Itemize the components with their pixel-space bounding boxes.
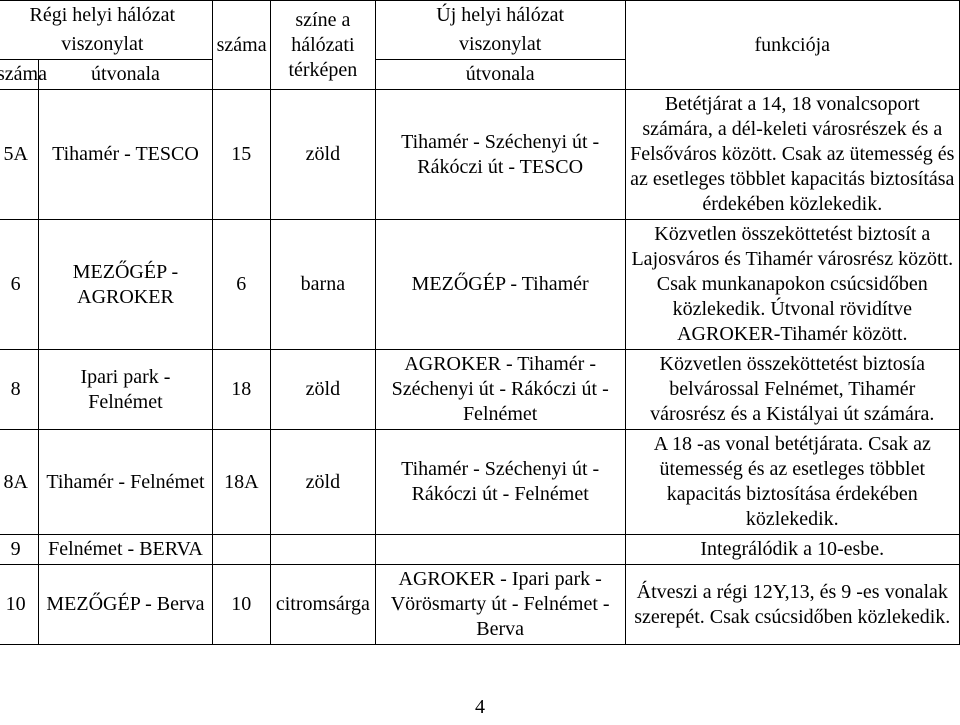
routes-table: Régi helyi hálózat száma színe a hálózat… bbox=[0, 0, 960, 645]
cell-szine: barna bbox=[271, 220, 376, 350]
page: Régi helyi hálózat száma színe a hálózat… bbox=[0, 0, 960, 725]
table-row: 6 MEZŐGÉP - AGROKER 6 barna MEZŐGÉP - Ti… bbox=[0, 220, 960, 350]
cell-szama1: 9 bbox=[0, 535, 39, 565]
cell-ut1: Tihamér - TESCO bbox=[39, 90, 212, 220]
cell-funk: A 18 -as vonal betétjárata. Csak az ütem… bbox=[625, 430, 959, 535]
cell-szama2: 15 bbox=[212, 90, 270, 220]
table-row: 9 Felnémet - BERVA Integrálódik a 10-esb… bbox=[0, 535, 960, 565]
cell-ut2: AGROKER - Ipari park - Vörösmarty út - F… bbox=[375, 565, 625, 645]
cell-funk: Közvetlen összeköttetést biztosía belvár… bbox=[625, 350, 959, 430]
col-header-szama1: száma bbox=[0, 60, 39, 90]
cell-funk: Közvetlen összeköttetést biztosít a Lajo… bbox=[625, 220, 959, 350]
col-header-ut1: útvonala bbox=[39, 60, 212, 90]
cell-szama2: 18A bbox=[212, 430, 270, 535]
table-row: 10 MEZŐGÉP - Berva 10 citromsárga AGROKE… bbox=[0, 565, 960, 645]
group-header-right: Új helyi hálózat bbox=[375, 1, 625, 31]
col-header-szama2: száma bbox=[212, 1, 270, 90]
cell-szama2: 6 bbox=[212, 220, 270, 350]
group-header-right-2: viszonylat bbox=[375, 30, 625, 60]
cell-ut1: Felnémet - BERVA bbox=[39, 535, 212, 565]
group-header-left: Régi helyi hálózat bbox=[0, 1, 212, 31]
cell-ut1: Ipari park - Felnémet bbox=[39, 350, 212, 430]
cell-funk: Átveszi a régi 12Y,13, és 9 -es vonalak … bbox=[625, 565, 959, 645]
cell-szine: zöld bbox=[271, 430, 376, 535]
group-header-left-2: viszonylat bbox=[0, 30, 212, 60]
cell-szine bbox=[271, 535, 376, 565]
cell-ut1: MEZŐGÉP - AGROKER bbox=[39, 220, 212, 350]
cell-szama1: 5A bbox=[0, 90, 39, 220]
col-header-szine: színe a hálózati térképen bbox=[271, 1, 376, 90]
cell-szama2: 10 bbox=[212, 565, 270, 645]
cell-ut2: Tihamér - Széchenyi út - Rákóczi út - TE… bbox=[375, 90, 625, 220]
cell-szama1: 8 bbox=[0, 350, 39, 430]
table-row: 8A Tihamér - Felnémet 18A zöld Tihamér -… bbox=[0, 430, 960, 535]
cell-ut2: Tihamér - Széchenyi út - Rákóczi út - Fe… bbox=[375, 430, 625, 535]
table-row: 5A Tihamér - TESCO 15 zöld Tihamér - Szé… bbox=[0, 90, 960, 220]
cell-ut2: MEZŐGÉP - Tihamér bbox=[375, 220, 625, 350]
cell-ut1: MEZŐGÉP - Berva bbox=[39, 565, 212, 645]
cell-ut2: AGROKER - Tihamér - Széchenyi út - Rákóc… bbox=[375, 350, 625, 430]
cell-szama2: 18 bbox=[212, 350, 270, 430]
table-row: 8 Ipari park - Felnémet 18 zöld AGROKER … bbox=[0, 350, 960, 430]
cell-ut1: Tihamér - Felnémet bbox=[39, 430, 212, 535]
page-number: 4 bbox=[0, 696, 960, 719]
cell-szine: citromsárga bbox=[271, 565, 376, 645]
col-header-funk: funkciója bbox=[625, 1, 959, 90]
cell-szama1: 6 bbox=[0, 220, 39, 350]
cell-szine: zöld bbox=[271, 350, 376, 430]
cell-funk: Integrálódik a 10-esbe. bbox=[625, 535, 959, 565]
cell-szama1: 10 bbox=[0, 565, 39, 645]
cell-szine: zöld bbox=[271, 90, 376, 220]
cell-funk: Betétjárat a 14, 18 vonalcsoport számára… bbox=[625, 90, 959, 220]
cell-szama1: 8A bbox=[0, 430, 39, 535]
cell-szama2 bbox=[212, 535, 270, 565]
col-header-ut2: útvonala bbox=[375, 60, 625, 90]
cell-ut2 bbox=[375, 535, 625, 565]
